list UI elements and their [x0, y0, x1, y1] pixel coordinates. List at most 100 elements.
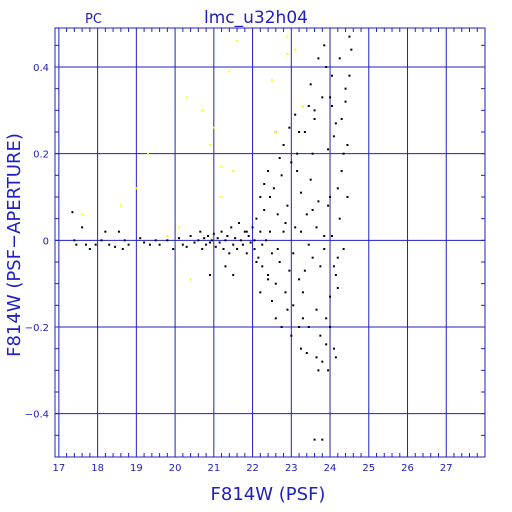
data-point	[239, 239, 242, 242]
data-point	[263, 209, 266, 211]
data-point	[298, 278, 301, 281]
data-point-secondary	[220, 196, 223, 198]
data-point	[280, 174, 283, 177]
x-tick-label: 19	[130, 463, 143, 474]
data-point	[330, 235, 333, 237]
data-point	[315, 356, 318, 359]
data-point	[344, 87, 347, 90]
data-point	[348, 35, 351, 38]
data-point-secondary	[286, 35, 289, 38]
data-point-secondary	[135, 187, 138, 190]
data-point	[332, 347, 335, 350]
data-point	[332, 135, 335, 138]
data-point-secondary	[208, 144, 211, 146]
data-point	[301, 317, 304, 320]
data-point	[73, 239, 76, 242]
data-point-secondary	[232, 170, 235, 172]
data-point	[327, 148, 330, 151]
grid-layer	[55, 28, 485, 457]
data-point	[205, 243, 208, 246]
data-point	[166, 239, 169, 242]
data-point	[259, 230, 262, 233]
data-point-secondary	[286, 53, 289, 55]
data-point	[232, 274, 235, 276]
data-point	[338, 217, 341, 220]
data-point	[265, 239, 268, 242]
data-point	[317, 369, 320, 372]
data-point-secondary	[236, 40, 239, 42]
data-point	[81, 226, 84, 229]
data-point	[336, 187, 339, 190]
data-point	[117, 230, 120, 233]
data-point	[348, 74, 351, 77]
data-point	[315, 308, 318, 311]
data-point	[301, 291, 304, 294]
data-point	[255, 217, 258, 220]
data-point	[294, 226, 297, 229]
data-point	[257, 256, 260, 259]
data-point	[305, 352, 308, 354]
data-point	[127, 243, 130, 246]
data-point	[321, 96, 324, 99]
data-point-secondary	[301, 105, 304, 107]
data-point	[327, 369, 330, 372]
data-point	[71, 211, 74, 214]
x-tick-label: 17	[53, 463, 66, 474]
data-point-secondary	[81, 213, 84, 216]
data-point	[75, 243, 78, 246]
data-point-secondary	[294, 48, 297, 51]
data-point	[284, 222, 287, 224]
data-point	[226, 235, 229, 237]
data-point	[292, 304, 295, 307]
data-point	[294, 113, 297, 116]
data-point	[267, 278, 270, 281]
data-point-secondary	[201, 109, 204, 112]
data-point	[313, 109, 316, 112]
data-point	[321, 360, 324, 363]
x-tick-label: 22	[246, 463, 259, 474]
data-point-secondary	[166, 235, 169, 237]
data-point	[261, 243, 264, 246]
data-point	[148, 243, 151, 246]
data-point-secondary	[189, 278, 192, 281]
data-point	[104, 230, 107, 233]
data-point	[311, 209, 314, 211]
data-point-secondary	[270, 79, 273, 81]
data-point	[201, 248, 204, 250]
data-point	[329, 295, 332, 298]
data-point	[181, 243, 184, 246]
corner-label: PC	[85, 12, 102, 27]
data-point	[329, 196, 332, 198]
data-point	[325, 343, 328, 346]
data-point	[143, 241, 146, 244]
data-point	[303, 269, 306, 272]
data-point	[298, 131, 301, 133]
data-point	[296, 152, 299, 155]
data-point	[234, 237, 237, 240]
data-point	[189, 235, 192, 237]
data-point-secondary	[119, 204, 122, 207]
data-point	[269, 196, 271, 198]
data-point	[203, 237, 206, 240]
data-point	[208, 241, 211, 244]
data-point	[84, 243, 87, 246]
data-point	[299, 191, 302, 194]
data-point	[325, 317, 328, 320]
data-point	[108, 243, 111, 246]
data-point	[305, 213, 308, 216]
points-layer	[71, 35, 353, 441]
x-tick-label: 18	[91, 463, 104, 474]
data-point	[224, 239, 227, 242]
data-point	[274, 317, 277, 320]
data-point	[210, 239, 213, 242]
data-point	[94, 243, 97, 246]
data-point	[309, 83, 312, 86]
data-point	[267, 170, 270, 172]
data-point	[158, 243, 161, 246]
data-point	[121, 248, 124, 250]
data-point	[334, 274, 337, 276]
data-point	[247, 235, 250, 237]
data-point	[230, 226, 233, 229]
